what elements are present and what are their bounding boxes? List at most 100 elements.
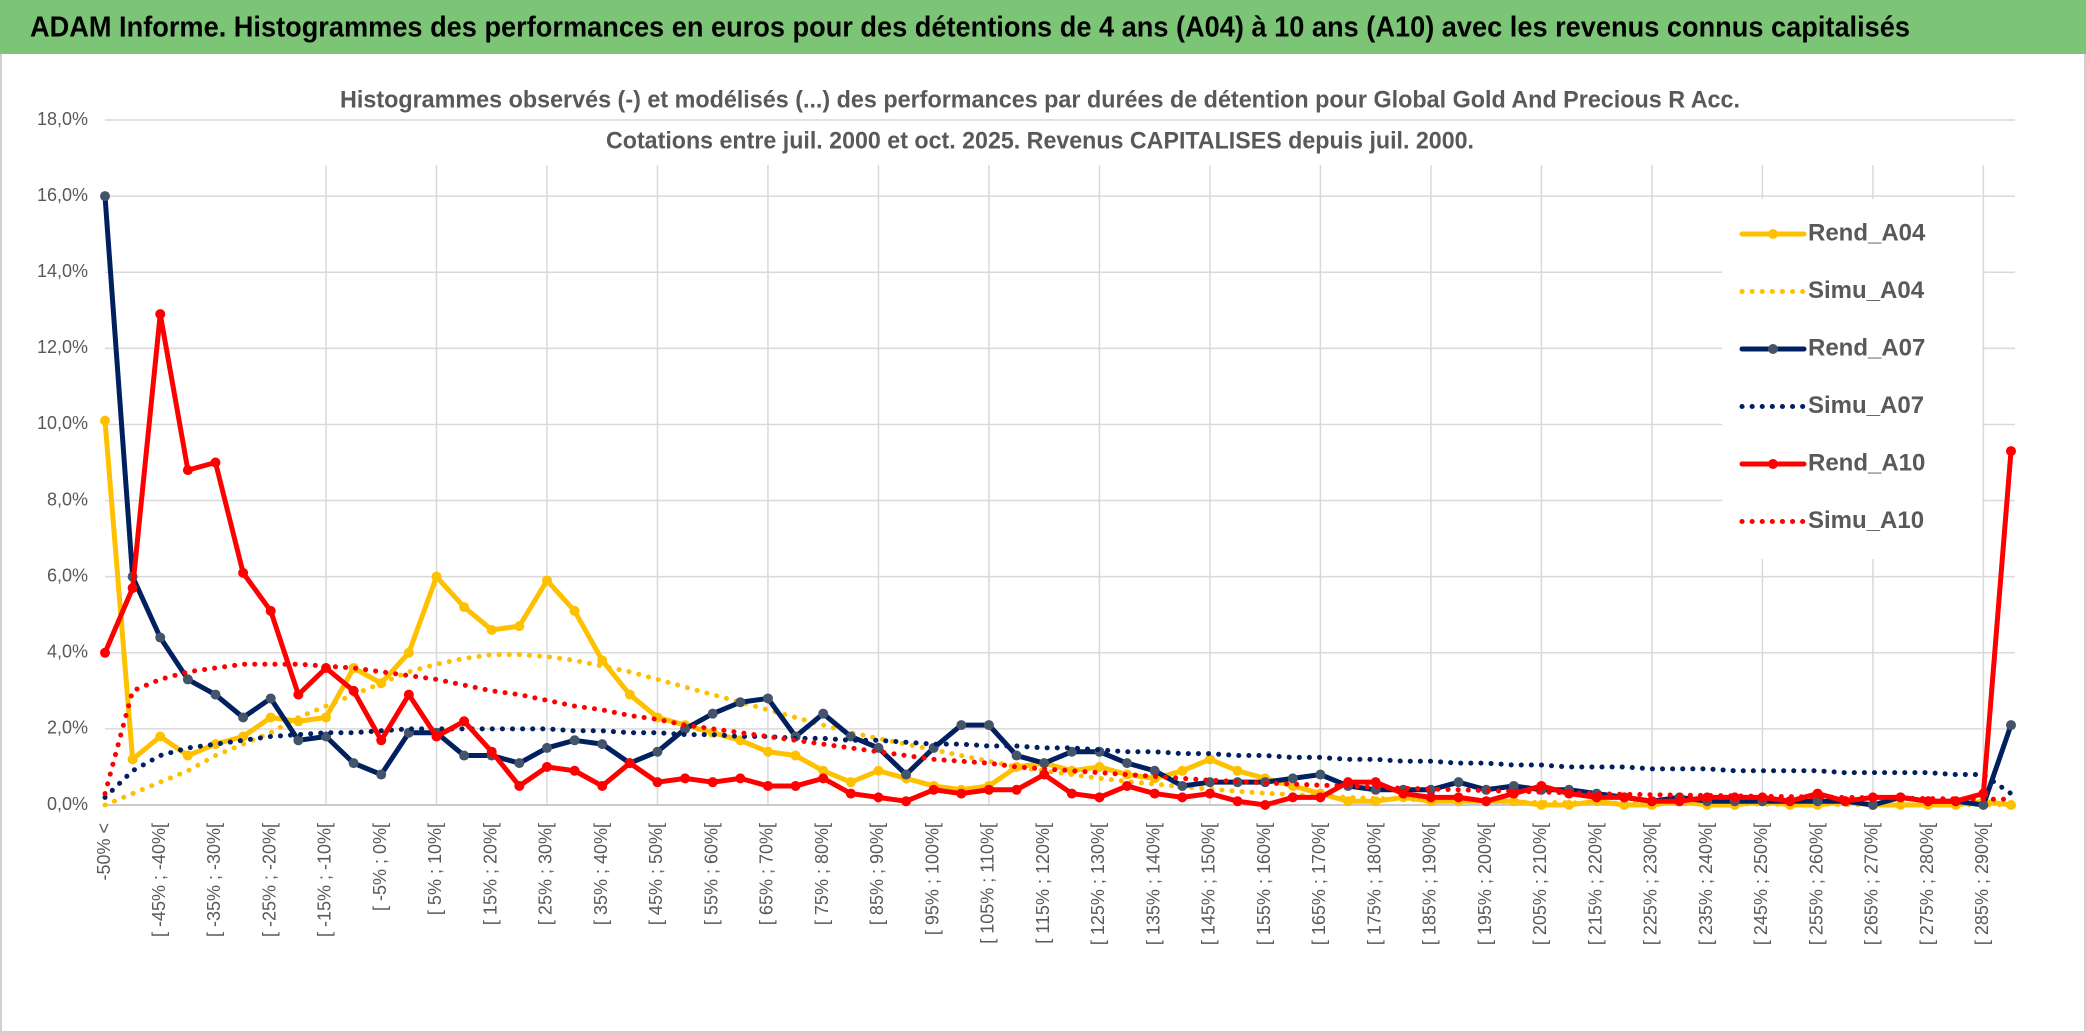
x-tick-label: [ 205% ; 210%[ — [1530, 823, 1550, 945]
data-point — [1094, 792, 1105, 803]
data-point — [1260, 800, 1271, 810]
data-point — [403, 647, 414, 658]
data-point — [514, 780, 525, 791]
y-tick-label: 14,0% — [37, 261, 88, 281]
data-point — [818, 708, 829, 719]
legend-label: Rend_A04 — [1808, 219, 1926, 246]
data-point — [1453, 792, 1464, 803]
x-tick-label: [ 65% ; 70%[ — [757, 823, 777, 925]
data-point — [818, 773, 829, 784]
data-point — [1039, 758, 1050, 769]
data-point — [569, 605, 580, 616]
x-tick-label: [ 35% ; 40%[ — [591, 823, 611, 925]
data-point — [1011, 784, 1022, 795]
data-point — [707, 708, 718, 719]
x-tick-label: [ 85% ; 90%[ — [867, 823, 887, 925]
data-point — [983, 720, 994, 731]
x-tick-label: [ -25% ; -20%[ — [259, 823, 279, 937]
data-point — [1398, 788, 1409, 799]
data-point — [569, 765, 580, 776]
data-point — [2006, 446, 2016, 457]
data-point — [1315, 769, 1326, 780]
legend-label: Rend_A07 — [1808, 334, 1925, 361]
data-point — [514, 621, 525, 632]
data-point — [624, 758, 635, 769]
legend-label: Simu_A07 — [1808, 392, 1924, 419]
data-point — [983, 784, 994, 795]
data-point — [845, 788, 856, 799]
series-line — [102, 418, 2014, 808]
data-point — [1122, 758, 1133, 769]
data-point — [1149, 788, 1160, 799]
data-point — [818, 765, 829, 776]
data-point — [210, 689, 221, 700]
x-tick-label: [ -5% ; 0%[ — [370, 823, 390, 911]
x-tick-label: [ 195% ; 200%[ — [1475, 823, 1495, 945]
data-point — [1177, 765, 1188, 776]
data-point — [1122, 780, 1133, 791]
data-point — [1011, 750, 1022, 761]
x-tick-label: [ 225% ; 230%[ — [1641, 823, 1661, 945]
chart-subtitle: Cotations entre juil. 2000 et oct. 2025.… — [606, 127, 1474, 154]
data-point — [541, 761, 552, 772]
y-tick-label: 16,0% — [37, 185, 88, 205]
data-point — [1177, 780, 1188, 791]
header-bar — [0, 0, 2086, 54]
x-tick-label: [ 165% ; 170%[ — [1309, 823, 1329, 945]
x-tick-label: [ 275% ; 280%[ — [1917, 823, 1937, 945]
x-tick-label: [ 15% ; 20%[ — [480, 823, 500, 925]
data-point — [376, 769, 387, 780]
data-point — [1978, 788, 1989, 799]
data-point — [459, 750, 470, 761]
data-point — [1149, 765, 1160, 776]
data-point — [956, 788, 967, 799]
data-point — [238, 712, 249, 723]
data-point — [541, 742, 552, 753]
y-tick-label: 4,0% — [47, 642, 88, 662]
data-point — [1674, 796, 1685, 807]
data-point — [431, 731, 442, 742]
x-tick-label: [ 45% ; 50%[ — [646, 823, 666, 925]
data-point — [680, 773, 691, 784]
legend-label: Simu_A10 — [1808, 507, 1924, 534]
x-tick-label: [ -45% ; -40%[ — [149, 823, 169, 937]
data-point — [2006, 720, 2016, 731]
x-tick-label: [ 135% ; 140%[ — [1143, 823, 1163, 945]
data-point — [762, 780, 773, 791]
data-point — [238, 567, 249, 578]
data-point — [707, 777, 718, 788]
data-point — [790, 780, 801, 791]
data-point — [1867, 800, 1878, 810]
data-point — [541, 575, 552, 586]
data-point — [1646, 796, 1657, 807]
data-point — [1287, 792, 1298, 803]
x-tick-label: [ 215% ; 220%[ — [1585, 823, 1605, 945]
data-point — [127, 583, 138, 594]
legend-box — [1722, 199, 1982, 559]
data-point — [652, 746, 663, 757]
x-tick-label: [ 145% ; 150%[ — [1199, 823, 1219, 945]
data-point — [956, 720, 967, 731]
data-point — [155, 309, 166, 320]
x-tick-label: [ 5% ; 10%[ — [425, 823, 445, 915]
x-tick-label: [ 125% ; 130%[ — [1088, 823, 1108, 945]
data-point — [100, 191, 110, 202]
x-tick-label: [ 105% ; 110%[ — [978, 823, 998, 944]
data-point — [1204, 754, 1215, 765]
data-point — [1232, 765, 1243, 776]
data-point — [1039, 769, 1050, 780]
data-point — [376, 735, 387, 746]
data-point — [210, 739, 221, 750]
series-line — [102, 311, 2014, 808]
data-point — [845, 777, 856, 788]
data-point — [1315, 792, 1326, 803]
data-point — [210, 457, 221, 468]
data-point — [790, 750, 801, 761]
x-tick-label: [ 285% ; 290%[ — [1972, 823, 1992, 945]
x-tick-label: [ 255% ; 260%[ — [1806, 823, 1826, 945]
x-tick-label: [ -15% ; -10%[ — [315, 823, 335, 937]
data-point — [265, 712, 276, 723]
y-tick-label: 12,0% — [37, 337, 88, 357]
